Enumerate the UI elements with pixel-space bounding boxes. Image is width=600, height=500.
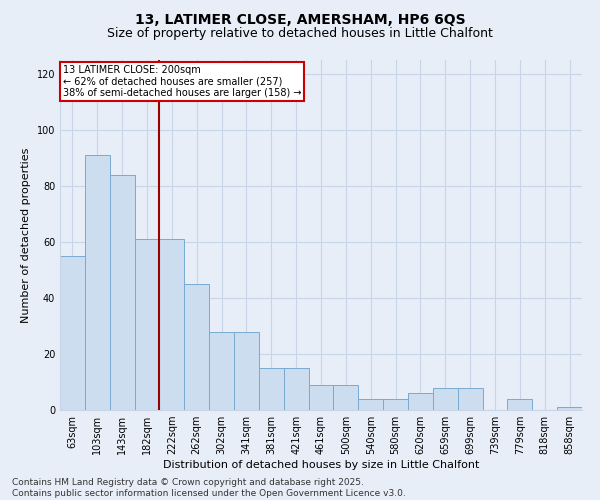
Bar <box>209 332 234 410</box>
Bar <box>557 407 582 410</box>
Bar <box>508 399 532 410</box>
Bar <box>110 175 134 410</box>
Bar <box>308 385 334 410</box>
Bar <box>85 155 110 410</box>
Text: Size of property relative to detached houses in Little Chalfont: Size of property relative to detached ho… <box>107 28 493 40</box>
Text: Contains HM Land Registry data © Crown copyright and database right 2025.
Contai: Contains HM Land Registry data © Crown c… <box>12 478 406 498</box>
Y-axis label: Number of detached properties: Number of detached properties <box>21 148 31 322</box>
Bar <box>383 399 408 410</box>
X-axis label: Distribution of detached houses by size in Little Chalfont: Distribution of detached houses by size … <box>163 460 479 470</box>
Bar <box>60 256 85 410</box>
Bar <box>458 388 482 410</box>
Bar <box>134 239 160 410</box>
Text: 13, LATIMER CLOSE, AMERSHAM, HP6 6QS: 13, LATIMER CLOSE, AMERSHAM, HP6 6QS <box>134 12 466 26</box>
Bar <box>284 368 308 410</box>
Text: 13 LATIMER CLOSE: 200sqm
← 62% of detached houses are smaller (257)
38% of semi-: 13 LATIMER CLOSE: 200sqm ← 62% of detach… <box>62 66 301 98</box>
Bar <box>160 239 184 410</box>
Bar <box>334 385 358 410</box>
Bar <box>408 393 433 410</box>
Bar <box>234 332 259 410</box>
Bar <box>358 399 383 410</box>
Bar <box>433 388 458 410</box>
Bar <box>259 368 284 410</box>
Bar <box>184 284 209 410</box>
